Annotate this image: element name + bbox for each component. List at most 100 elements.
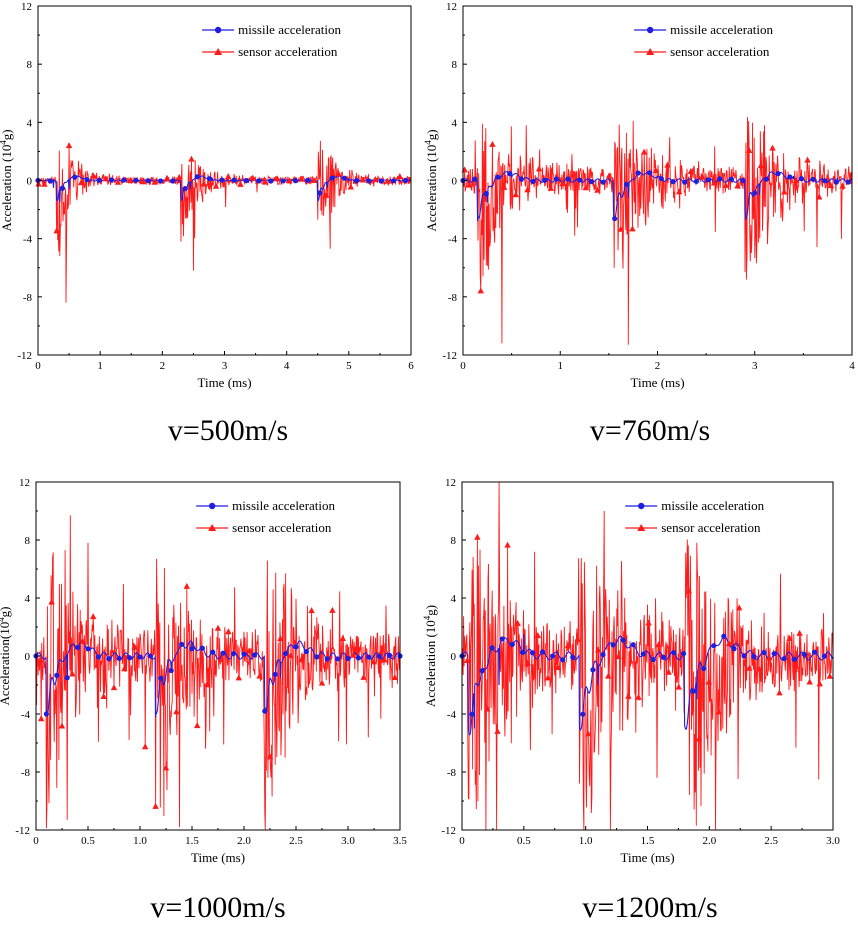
y-tick-label: -12 [442,350,457,362]
sensor-marker [786,634,793,641]
legend-sensor-label: sensor acceleration [670,44,770,59]
missile-marker [314,654,320,660]
missile-marker [518,176,524,182]
missile-marker [670,649,677,656]
sensor-marker [204,681,211,688]
missile-marker [283,650,289,657]
missile-marker [798,176,805,182]
sensor-marker [126,176,134,183]
missile-marker [251,652,257,658]
x-tick-label: 3 [222,360,228,372]
missile-marker [600,179,606,185]
missile-marker [335,656,341,662]
panel-caption: v=1000m/s [150,891,285,924]
missile-marker [133,177,139,183]
y-tick-label: 12 [445,477,456,489]
x-tick-label: 3.5 [393,835,407,847]
missile-marker [64,675,70,681]
x-tick-label: 0 [459,835,465,847]
sensor-marker [484,705,491,712]
missile-marker [693,178,700,184]
missile-marker [600,652,606,658]
y-tick-label: -8 [448,292,458,304]
missile-marker [791,656,797,662]
missile-marker [565,176,571,182]
sensor-marker [504,541,511,548]
x-tick-label: 2 [160,360,166,372]
sensor-marker [318,679,326,686]
sensor-marker [554,663,562,670]
sensor-marker [500,183,508,190]
missile-marker [137,654,143,660]
sensor-marker [65,142,73,149]
sensor-marker [745,147,753,154]
panel-caption: v=500m/s [168,414,288,447]
legend-sensor-marker [208,524,217,531]
missile-marker [763,176,770,182]
sensor-marker [246,647,253,654]
missile-marker [660,654,667,660]
x-axis-label: Time (ms) [620,850,674,865]
missile-marker [630,642,636,648]
sensor-marker [79,637,86,644]
sensor-marker [617,225,625,232]
missile-marker [272,671,278,677]
missile-marker [72,174,78,180]
x-tick-label: 2.5 [289,835,303,847]
sensor-marker [695,735,703,742]
x-tick-label: 0 [33,835,39,847]
missile-marker [721,633,727,639]
sensor-marker [114,178,122,185]
y-tick-label: 4 [451,593,457,605]
y-tick-label: -4 [21,709,31,721]
sensor-marker [605,672,612,679]
sensor-marker [287,652,294,659]
missile-marker [189,646,195,652]
sensor-marker [722,181,730,188]
missile-marker [95,654,101,660]
sensor-marker [816,680,823,687]
missile-marker [519,649,526,655]
sensor-marker [90,172,97,179]
y-tick-label: 12 [19,477,30,489]
missile-marker [509,641,515,648]
y-tick-label: 8 [452,59,458,71]
y-tick-label: -12 [441,825,456,837]
sensor-marker [53,227,60,234]
sensor-marker [629,225,636,232]
y-tick-label: 8 [27,59,33,71]
x-tick-label: 2.0 [702,835,716,847]
sensor-marker [391,674,398,681]
missile-marker [355,655,361,661]
sensor-acceleration-line [36,515,400,830]
missile-marker [121,177,127,183]
sensor-marker [827,182,835,189]
missile-acceleration-line [463,171,852,222]
missile-marker [303,649,309,655]
x-tick-label: 1 [558,360,564,372]
sensor-marker [237,180,244,187]
sensor-marker [347,183,354,190]
sensor-acceleration-line [462,482,833,830]
x-axis-label: Time (ms) [191,850,245,865]
sensor-marker [826,672,834,679]
missile-marker [231,650,237,657]
sensor-acceleration-line [463,117,852,345]
missile-marker [781,656,787,662]
missile-marker [231,177,237,183]
missile-marker [577,177,583,183]
missile-marker [262,708,268,714]
sensor-marker [635,693,642,700]
missile-marker [741,653,747,659]
missile-marker [206,176,213,182]
legend: missile acceleration sensor acceleration [625,498,765,535]
legend-sensor-label: sensor acceleration [661,520,761,535]
missile-marker [728,176,735,182]
x-tick-label: 0.5 [81,835,95,847]
x-tick-label: 3.0 [341,835,355,847]
sensor-marker [308,607,315,614]
missile-marker [752,190,758,196]
missile-marker [220,650,226,656]
missile-marker [54,672,60,678]
